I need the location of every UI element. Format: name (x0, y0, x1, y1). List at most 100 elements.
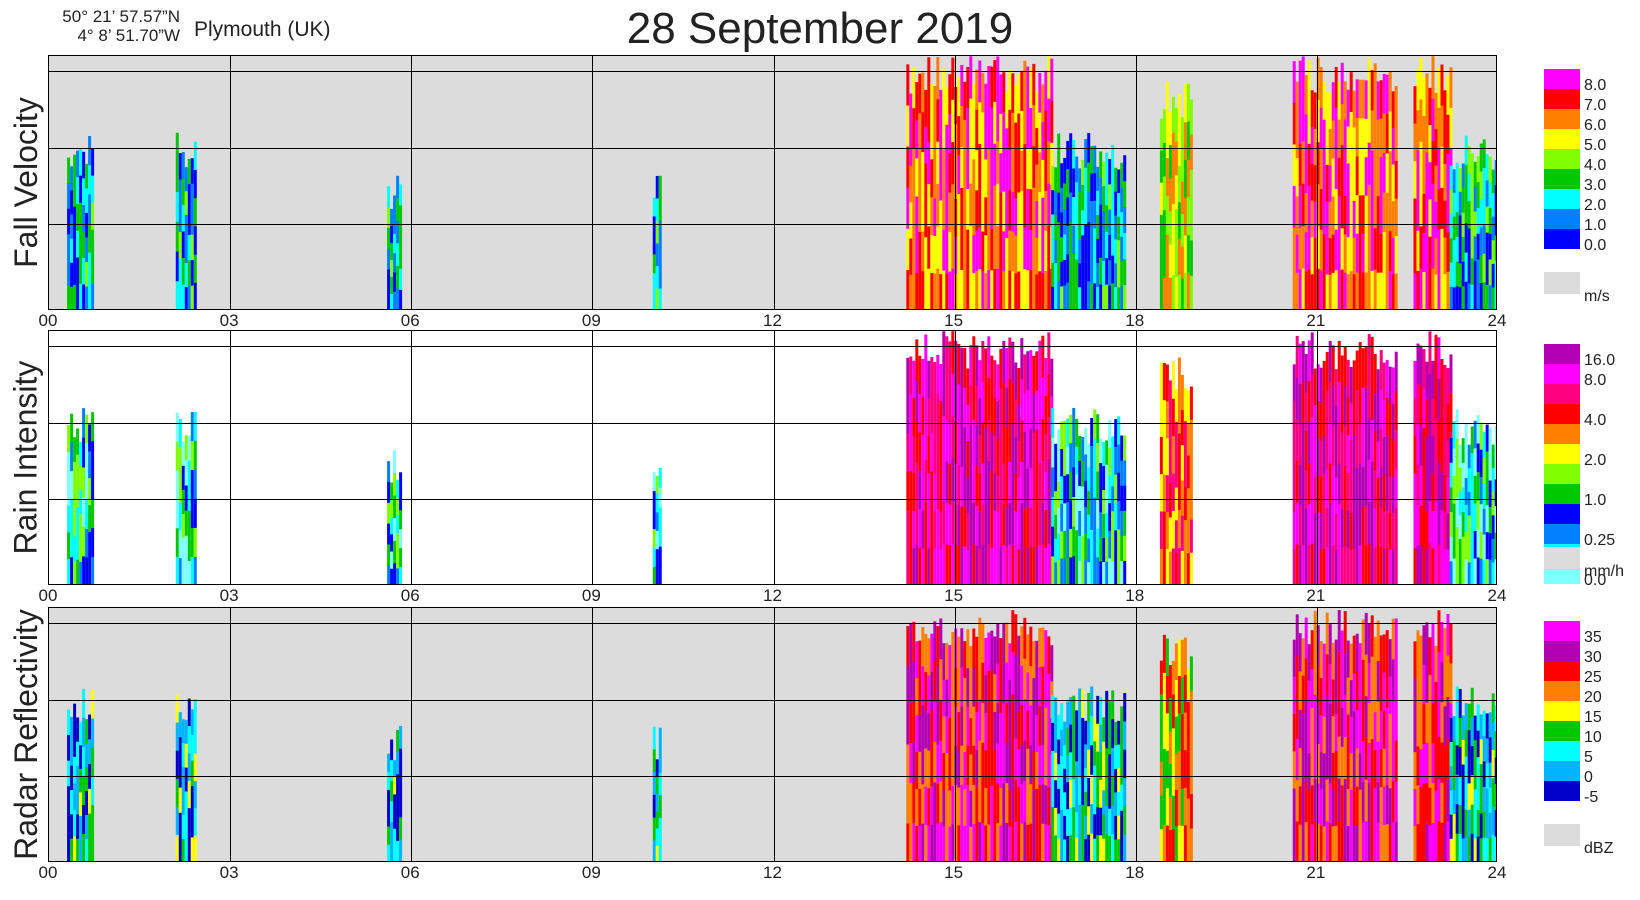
heatmap-cell (1367, 823, 1371, 861)
heatmap-cell (906, 704, 910, 745)
heatmap-cell (1485, 206, 1489, 234)
heatmap-cell (1340, 470, 1344, 510)
heatmap-cell (67, 709, 71, 736)
heatmap-cell (984, 197, 988, 236)
heatmap-cell (396, 532, 400, 552)
heatmap-cell (1044, 270, 1048, 309)
gridline-vertical (1316, 56, 1318, 309)
heatmap-cell (1044, 785, 1048, 825)
heatmap-cell (1044, 746, 1048, 786)
heatmap-cell (1041, 335, 1045, 378)
heatmap-cell (1020, 270, 1024, 309)
heatmap-cell (70, 499, 74, 530)
heatmap-cell (1319, 367, 1323, 405)
heatmap-cell (1431, 743, 1435, 784)
heatmap-cell (1352, 635, 1356, 675)
heatmap-cell (948, 717, 952, 755)
heatmap-cell (1060, 163, 1064, 189)
heatmap-cell (1325, 390, 1329, 431)
heatmap-cell (1295, 81, 1299, 121)
heatmap-cell (1349, 716, 1353, 754)
heatmap-cell (1159, 182, 1163, 216)
heatmap-cell (1443, 512, 1447, 550)
heatmap-cell (1325, 91, 1329, 129)
heatmap-cell (1054, 697, 1058, 726)
heatmap-cell (912, 108, 916, 150)
heatmap-cell (67, 451, 71, 480)
heatmap-cell (1349, 826, 1353, 861)
heatmap-cell (987, 377, 991, 421)
heatmap-cell (1087, 538, 1091, 563)
heatmap-cell (1057, 559, 1061, 584)
heatmap-cell (972, 502, 976, 545)
heatmap-cell (1352, 164, 1356, 202)
heatmap-cell (67, 157, 71, 184)
heatmap-cell (652, 840, 656, 861)
heatmap-cell (76, 454, 80, 482)
heatmap-cell (1174, 643, 1178, 681)
heatmap-cell (1331, 196, 1335, 236)
heatmap-cell (1449, 67, 1453, 109)
heatmap-cell (1452, 476, 1456, 505)
heatmap-cell (82, 804, 86, 835)
heatmap-cell (1120, 810, 1124, 838)
heatmap-cell (909, 93, 913, 131)
heatmap-cell (951, 543, 955, 584)
heatmap-cell (1416, 707, 1420, 748)
heatmap-cell (978, 144, 982, 187)
heatmap-cell (1174, 716, 1178, 754)
heatmap-cell (1026, 507, 1030, 548)
heatmap-cell (933, 362, 937, 400)
heatmap-cell (927, 675, 931, 714)
heatmap-cell (1337, 157, 1341, 197)
heatmap-cell (1063, 745, 1067, 770)
heatmap-cell (999, 675, 1003, 714)
heatmap-cell (1002, 623, 1006, 665)
heatmap-cell (1361, 506, 1365, 547)
heatmap-cell (1189, 134, 1193, 171)
heatmap-cell (1482, 167, 1486, 198)
heatmap-cell (1183, 235, 1187, 274)
heatmap-cell (1017, 153, 1021, 194)
heatmap-cell (1180, 117, 1184, 151)
heatmap-cell (1005, 427, 1009, 468)
heatmap-cell (1008, 679, 1012, 718)
heatmap-cell (1322, 473, 1326, 512)
heatmap-cell (1370, 502, 1374, 545)
heatmap-cell (1428, 787, 1432, 826)
heatmap-cell (984, 427, 988, 468)
heatmap-cell (1066, 502, 1070, 531)
heatmap-cell (1020, 705, 1024, 746)
heatmap-cell (1066, 225, 1070, 255)
heatmap-cell (1446, 154, 1450, 194)
heatmap-cell (1322, 643, 1326, 681)
heatmap-cell (1479, 422, 1483, 451)
heatmap-cell (987, 502, 991, 545)
heatmap-cell (387, 186, 391, 208)
heatmap-cell (1307, 644, 1311, 682)
heatmap-cell (909, 274, 913, 309)
heatmap-cell (981, 782, 985, 824)
heatmap-cell (1069, 500, 1073, 530)
heatmap-cell (906, 187, 910, 230)
heatmap-cell (960, 387, 964, 428)
heatmap-cell (1002, 381, 1006, 424)
heatmap-cell (975, 505, 979, 547)
heatmap-cell (1416, 545, 1420, 584)
heatmap-cell (993, 227, 997, 270)
heatmap-cell (1063, 448, 1067, 477)
heatmap-cell (1162, 474, 1166, 513)
heatmap-cell (1054, 239, 1058, 264)
heatmap-cell (921, 112, 925, 153)
heatmap-cell (70, 471, 74, 501)
heatmap-cell (1391, 127, 1395, 166)
heatmap-cell (1322, 680, 1326, 718)
heatmap-cell (73, 730, 77, 758)
heatmap-cell (1041, 197, 1045, 236)
heatmap-cell (1038, 381, 1042, 423)
heatmap-cell (1488, 454, 1492, 482)
heatmap-cell (954, 784, 958, 825)
heatmap-cell (1494, 783, 1496, 811)
heatmap-cell (187, 698, 191, 727)
heatmap-cell (1346, 640, 1350, 679)
